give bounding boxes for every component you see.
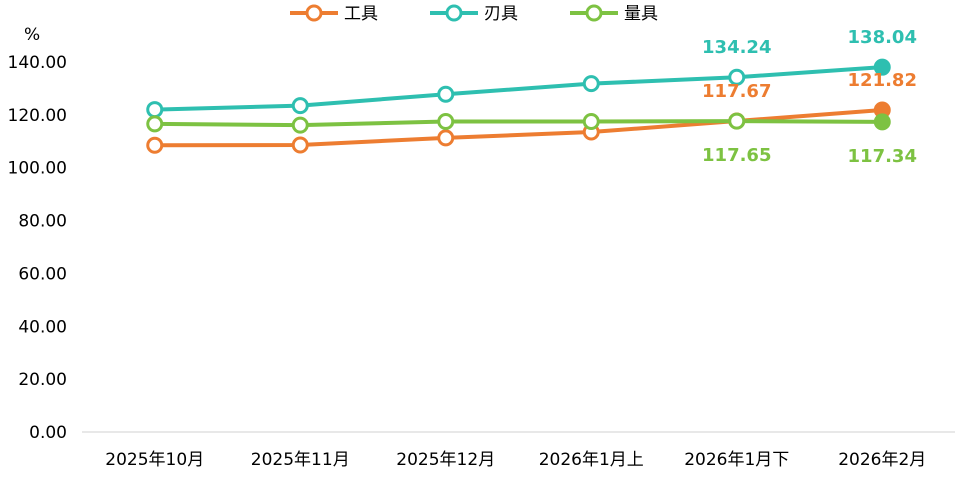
y-tick-label: 140.00 (8, 53, 67, 73)
legend-entry: 工具 (344, 4, 378, 24)
legend-marker (585, 4, 603, 22)
y-tick-label: 60.00 (18, 264, 67, 284)
data-point (582, 75, 600, 93)
data-label: 117.67 (702, 81, 771, 102)
y-tick-label: 20.00 (18, 370, 67, 390)
data-point (291, 136, 309, 154)
data-labels: 117.67 121.82 134.24 138.04 117.65 117.34 (702, 27, 917, 167)
data-point (873, 113, 891, 131)
y-tick-label: 100.00 (8, 159, 67, 179)
y-tick-label: 120.00 (8, 106, 67, 126)
data-point (873, 58, 891, 76)
data-point (728, 112, 746, 130)
data-point (291, 116, 309, 134)
y-axis-ticks: 0.00 20.00 40.00 60.00 80.00 100.00 120.00 140.… (8, 53, 67, 443)
series-line (152, 119, 885, 128)
legend-entry: 量具 (624, 4, 658, 24)
data-label: 117.65 (702, 145, 771, 166)
legend-entry: 刃具 (484, 4, 518, 24)
data-point (146, 115, 164, 133)
data-point (291, 97, 309, 115)
data-point (437, 85, 455, 103)
x-tick-label: 2025年10月 (105, 450, 204, 470)
y-tick-label: 40.00 (18, 317, 67, 337)
data-label: 134.24 (702, 37, 771, 58)
series-layer (146, 58, 891, 154)
legend-marker (445, 4, 463, 22)
data-point (728, 68, 746, 86)
legend-marker (305, 4, 323, 22)
data-point (582, 112, 600, 130)
x-tick-label: 2025年12月 (396, 450, 495, 470)
y-axis-unit-label: % (24, 25, 40, 45)
data-label: 138.04 (848, 27, 917, 48)
y-tick-label: 0.00 (29, 423, 67, 443)
data-point (437, 129, 455, 147)
series-line (152, 108, 885, 148)
x-tick-label: 2026年1月上 (539, 450, 644, 470)
legend: 工具 刃具 量具 (290, 4, 658, 24)
data-point (146, 101, 164, 119)
x-axis-ticks: 2025年10月 2025年11月 2025年12月 2026年1月上 2026年1月下… (105, 450, 926, 470)
x-tick-label: 2026年2月 (838, 450, 926, 470)
data-label: 121.82 (848, 70, 917, 91)
data-point (146, 136, 164, 154)
data-label: 117.34 (848, 146, 917, 167)
x-tick-label: 2025年11月 (251, 450, 350, 470)
series-line (152, 65, 885, 112)
data-point (437, 112, 455, 130)
y-tick-label: 80.00 (18, 212, 67, 232)
x-tick-label: 2026年1月下 (684, 450, 789, 470)
